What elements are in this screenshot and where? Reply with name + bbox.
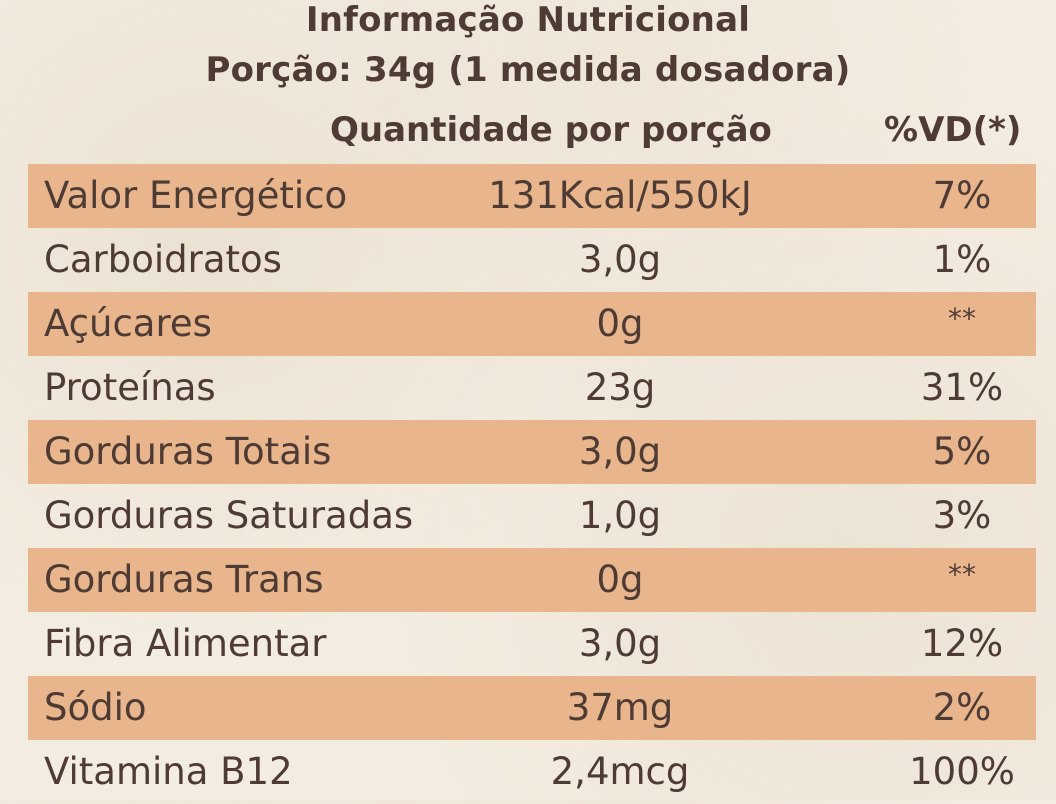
nutrient-name: Gorduras Totais (44, 430, 332, 473)
nutrient-quantity: 23g (584, 366, 656, 409)
nutrient-quantity: 1,0g (578, 494, 662, 537)
nutrient-vd: 3% (932, 494, 992, 537)
table-row: Gorduras Totais 3,0g 5% (0, 420, 1056, 484)
nutrient-name: Sódio (44, 686, 147, 729)
nutrient-quantity: 3,0g (578, 622, 662, 665)
table-row: Valor Energético 131Kcal/550kJ 7% (0, 164, 1056, 228)
nutrient-vd: 2% (932, 686, 992, 729)
serving-size: Porção: 34g (1 medida dosadora) (205, 50, 851, 90)
nutrient-quantity: 37mg (566, 686, 674, 729)
nutrient-vd: 1% (932, 238, 992, 281)
table-row: Fibra Alimentar 3,0g 12% (0, 612, 1056, 676)
nutrition-title: Informação Nutricional (305, 0, 751, 40)
nutrient-name: Valor Energético (44, 174, 348, 217)
nutrient-name: Carboidratos (44, 238, 282, 281)
nutrient-vd: 7% (932, 174, 992, 217)
row-band (28, 420, 1036, 484)
nutrient-name: Gorduras Saturadas (44, 494, 414, 537)
nutrient-name: Fibra Alimentar (44, 622, 327, 665)
nutrient-vd: ** (948, 558, 976, 591)
nutrient-name: Proteínas (44, 366, 216, 409)
nutrient-quantity: 2,4mcg (550, 750, 690, 793)
table-row: Vitamina B12 2,4mcg 100% (0, 740, 1056, 804)
nutrient-vd: 5% (932, 430, 992, 473)
nutrient-quantity: 3,0g (578, 238, 662, 281)
table-row: Carboidratos 3,0g 1% (0, 228, 1056, 292)
nutrient-quantity: 0g (596, 302, 644, 345)
table-row: Proteínas 23g 31% (0, 356, 1056, 420)
nutrient-vd: 100% (909, 750, 1015, 793)
table-row: Sódio 37mg 2% (0, 676, 1056, 740)
row-band (28, 676, 1036, 740)
table-row: Açúcares 0g ** (0, 292, 1056, 356)
nutrient-vd: 31% (920, 366, 1004, 409)
vd-heading: %VD(*) (884, 110, 1022, 150)
nutrient-vd: ** (948, 302, 976, 335)
quantity-heading: Quantidade por porção (330, 110, 772, 150)
table-row: Gorduras Trans 0g ** (0, 548, 1056, 612)
nutrient-name: Vitamina B12 (44, 750, 293, 793)
nutrient-name: Gorduras Trans (44, 558, 324, 601)
nutrition-table: Valor Energético 131Kcal/550kJ 7% Carboi… (0, 164, 1056, 804)
nutrient-quantity: 131Kcal/550kJ (488, 174, 752, 217)
row-band (28, 164, 1036, 228)
nutrient-quantity: 3,0g (578, 430, 662, 473)
row-band (28, 292, 1036, 356)
row-band (28, 548, 1036, 612)
nutrient-vd: 12% (920, 622, 1004, 665)
nutrient-name: Açúcares (44, 302, 212, 345)
table-row: Gorduras Saturadas 1,0g 3% (0, 484, 1056, 548)
nutrient-quantity: 0g (596, 558, 644, 601)
